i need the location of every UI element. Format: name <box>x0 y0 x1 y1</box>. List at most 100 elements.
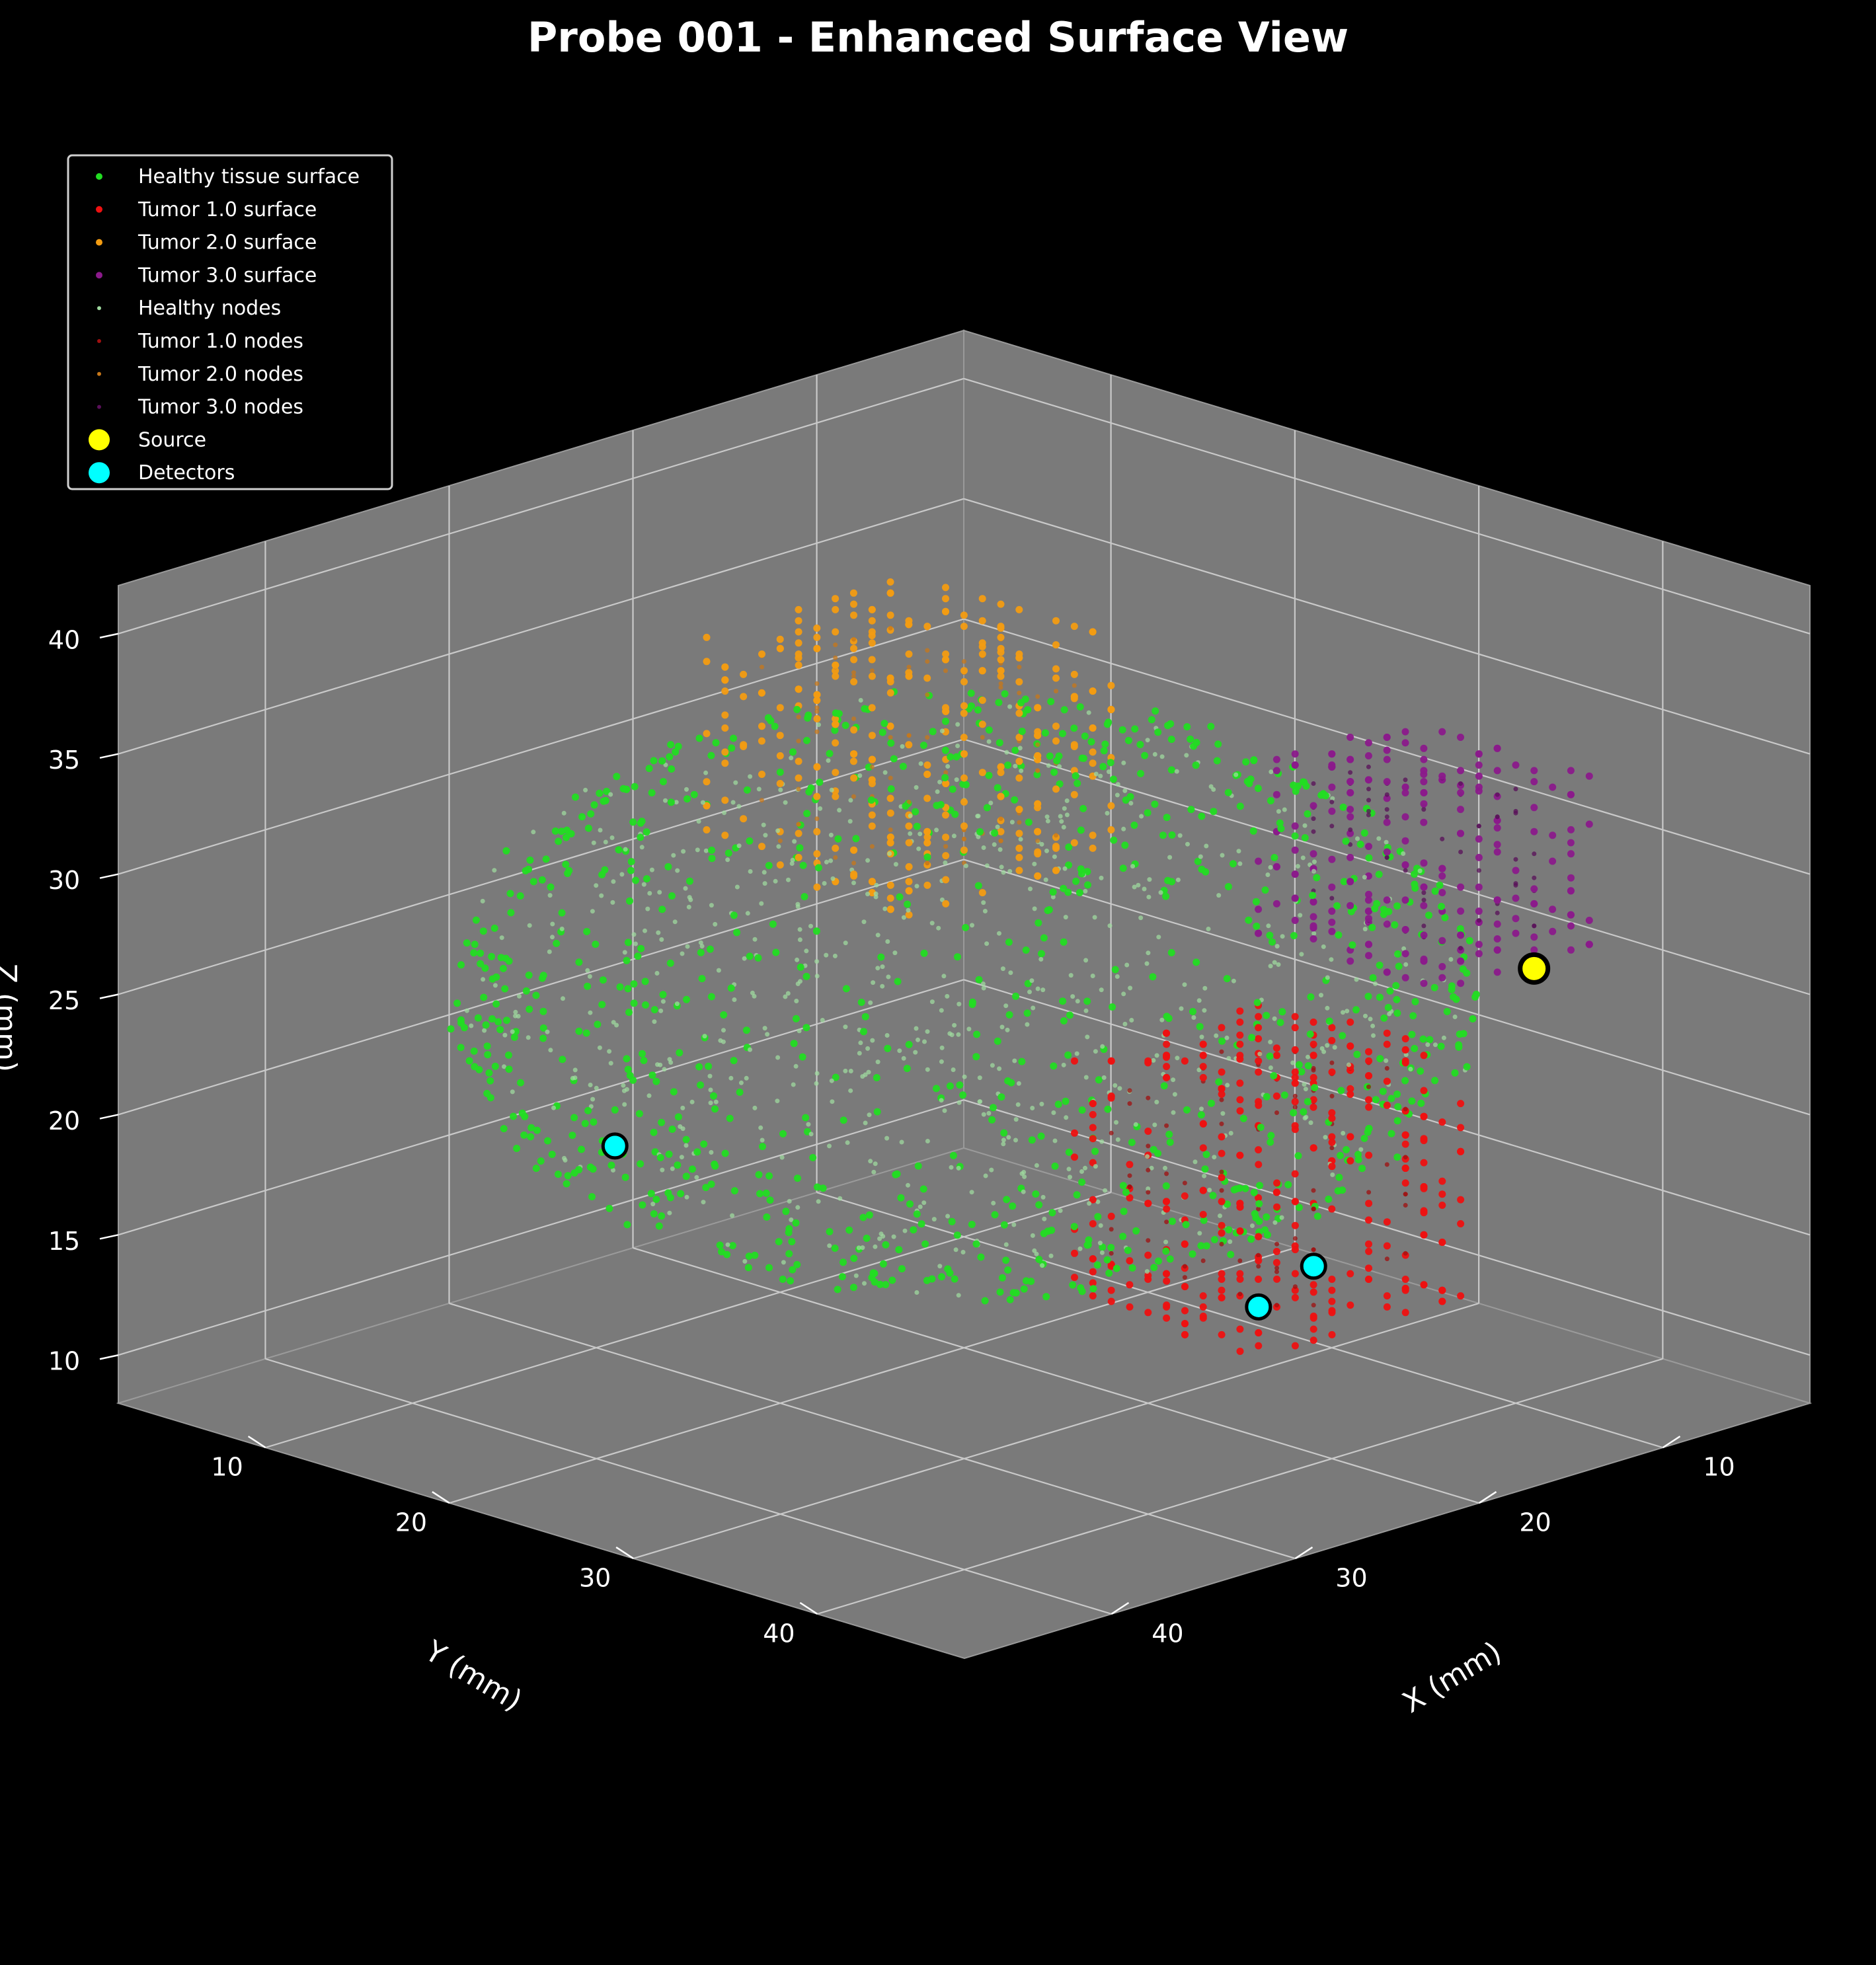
node-point <box>1306 1054 1310 1060</box>
surface-point <box>1411 998 1419 1005</box>
surface-point <box>1475 883 1483 891</box>
node-point <box>762 881 767 886</box>
surface-point <box>1463 1063 1471 1071</box>
surface-point <box>832 792 840 800</box>
node-point <box>1035 838 1040 843</box>
node-point <box>1128 985 1133 991</box>
surface-point <box>1273 1203 1281 1211</box>
surface-point <box>886 833 894 841</box>
surface-point <box>978 617 986 625</box>
grid-line <box>963 738 1811 995</box>
surface-point <box>960 774 968 782</box>
surface-point <box>1053 757 1061 765</box>
surface-point <box>733 929 741 937</box>
node-point <box>688 897 693 902</box>
surface-point <box>697 1081 704 1089</box>
surface-point <box>1420 767 1428 775</box>
node-point <box>1212 1155 1217 1160</box>
surface-point <box>1383 734 1391 741</box>
surface-point <box>1383 1303 1391 1311</box>
surface-point <box>795 853 802 861</box>
surface-point <box>967 689 975 697</box>
surface-point <box>942 717 949 725</box>
surface-point <box>1236 1275 1244 1283</box>
node-point <box>1266 923 1271 929</box>
surface-point <box>592 941 600 948</box>
surface-point <box>1365 1200 1373 1208</box>
surface-point <box>1475 772 1483 780</box>
node-point <box>1100 1044 1105 1049</box>
node-point <box>1042 1216 1047 1221</box>
surface-point <box>942 707 950 715</box>
surface-point <box>1199 1144 1207 1152</box>
node-point <box>1403 1155 1408 1160</box>
surface-point <box>1530 933 1538 941</box>
surface-point <box>968 1221 976 1228</box>
surface-point <box>1493 968 1501 976</box>
node-point <box>597 1045 602 1050</box>
node-point <box>888 775 893 781</box>
surface-point <box>763 1213 771 1221</box>
surface-point <box>630 980 638 988</box>
node-point <box>1128 800 1134 806</box>
node-point <box>1017 820 1022 825</box>
surface-point <box>631 783 639 790</box>
surface-point <box>1493 767 1501 775</box>
surface-point <box>500 1125 508 1133</box>
surface-point <box>1438 772 1446 780</box>
surface-point <box>1365 915 1372 923</box>
surface-point <box>1364 907 1372 915</box>
surface-point <box>933 1085 940 1093</box>
node-point <box>869 668 875 674</box>
node-point <box>762 870 767 875</box>
surface-point <box>799 861 807 869</box>
surface-point <box>1401 861 1409 869</box>
surface-point <box>813 697 821 705</box>
node-point <box>947 1031 953 1036</box>
tick-mark <box>99 1114 119 1120</box>
surface-point <box>1383 1040 1391 1048</box>
surface-point <box>1085 1236 1093 1244</box>
surface-point <box>1250 756 1258 764</box>
surface-point <box>720 1011 728 1019</box>
node-point <box>1366 812 1371 818</box>
node-point <box>1034 1163 1039 1168</box>
node-point <box>1061 1062 1066 1067</box>
node-point <box>611 1020 616 1025</box>
node-point <box>659 937 664 942</box>
surface-point <box>711 1162 719 1170</box>
surface-point <box>1380 1014 1388 1022</box>
surface-point <box>1457 1292 1465 1300</box>
surface-point <box>953 1231 961 1239</box>
node-point <box>1355 836 1360 841</box>
surface-point <box>1347 734 1354 741</box>
surface-point <box>1213 757 1221 765</box>
surface-point <box>482 1021 490 1029</box>
surface-point <box>1074 779 1081 787</box>
surface-point <box>1079 804 1087 812</box>
surface-point <box>1420 818 1428 826</box>
node-point <box>1311 931 1317 936</box>
surface-point <box>912 808 919 816</box>
surface-point <box>1250 1188 1258 1196</box>
surface-point <box>1272 863 1280 870</box>
surface-point <box>1000 1129 1008 1137</box>
surface-point <box>973 1030 981 1038</box>
node-point <box>869 844 875 849</box>
node-point <box>1146 1190 1151 1195</box>
node-point <box>654 971 660 976</box>
surface-point <box>1072 772 1079 780</box>
legend-label: Healthy tissue surface <box>138 165 360 188</box>
legend-label: Healthy nodes <box>138 297 281 320</box>
node-point <box>674 800 679 805</box>
node-point <box>874 882 879 888</box>
node-point <box>1329 1145 1335 1151</box>
node-point <box>785 991 791 996</box>
surface-point <box>905 650 913 658</box>
surface-point <box>1356 840 1364 848</box>
node-point <box>1152 751 1157 757</box>
surface-point <box>1457 789 1465 796</box>
node-point <box>981 985 986 991</box>
surface-point <box>1121 841 1129 849</box>
